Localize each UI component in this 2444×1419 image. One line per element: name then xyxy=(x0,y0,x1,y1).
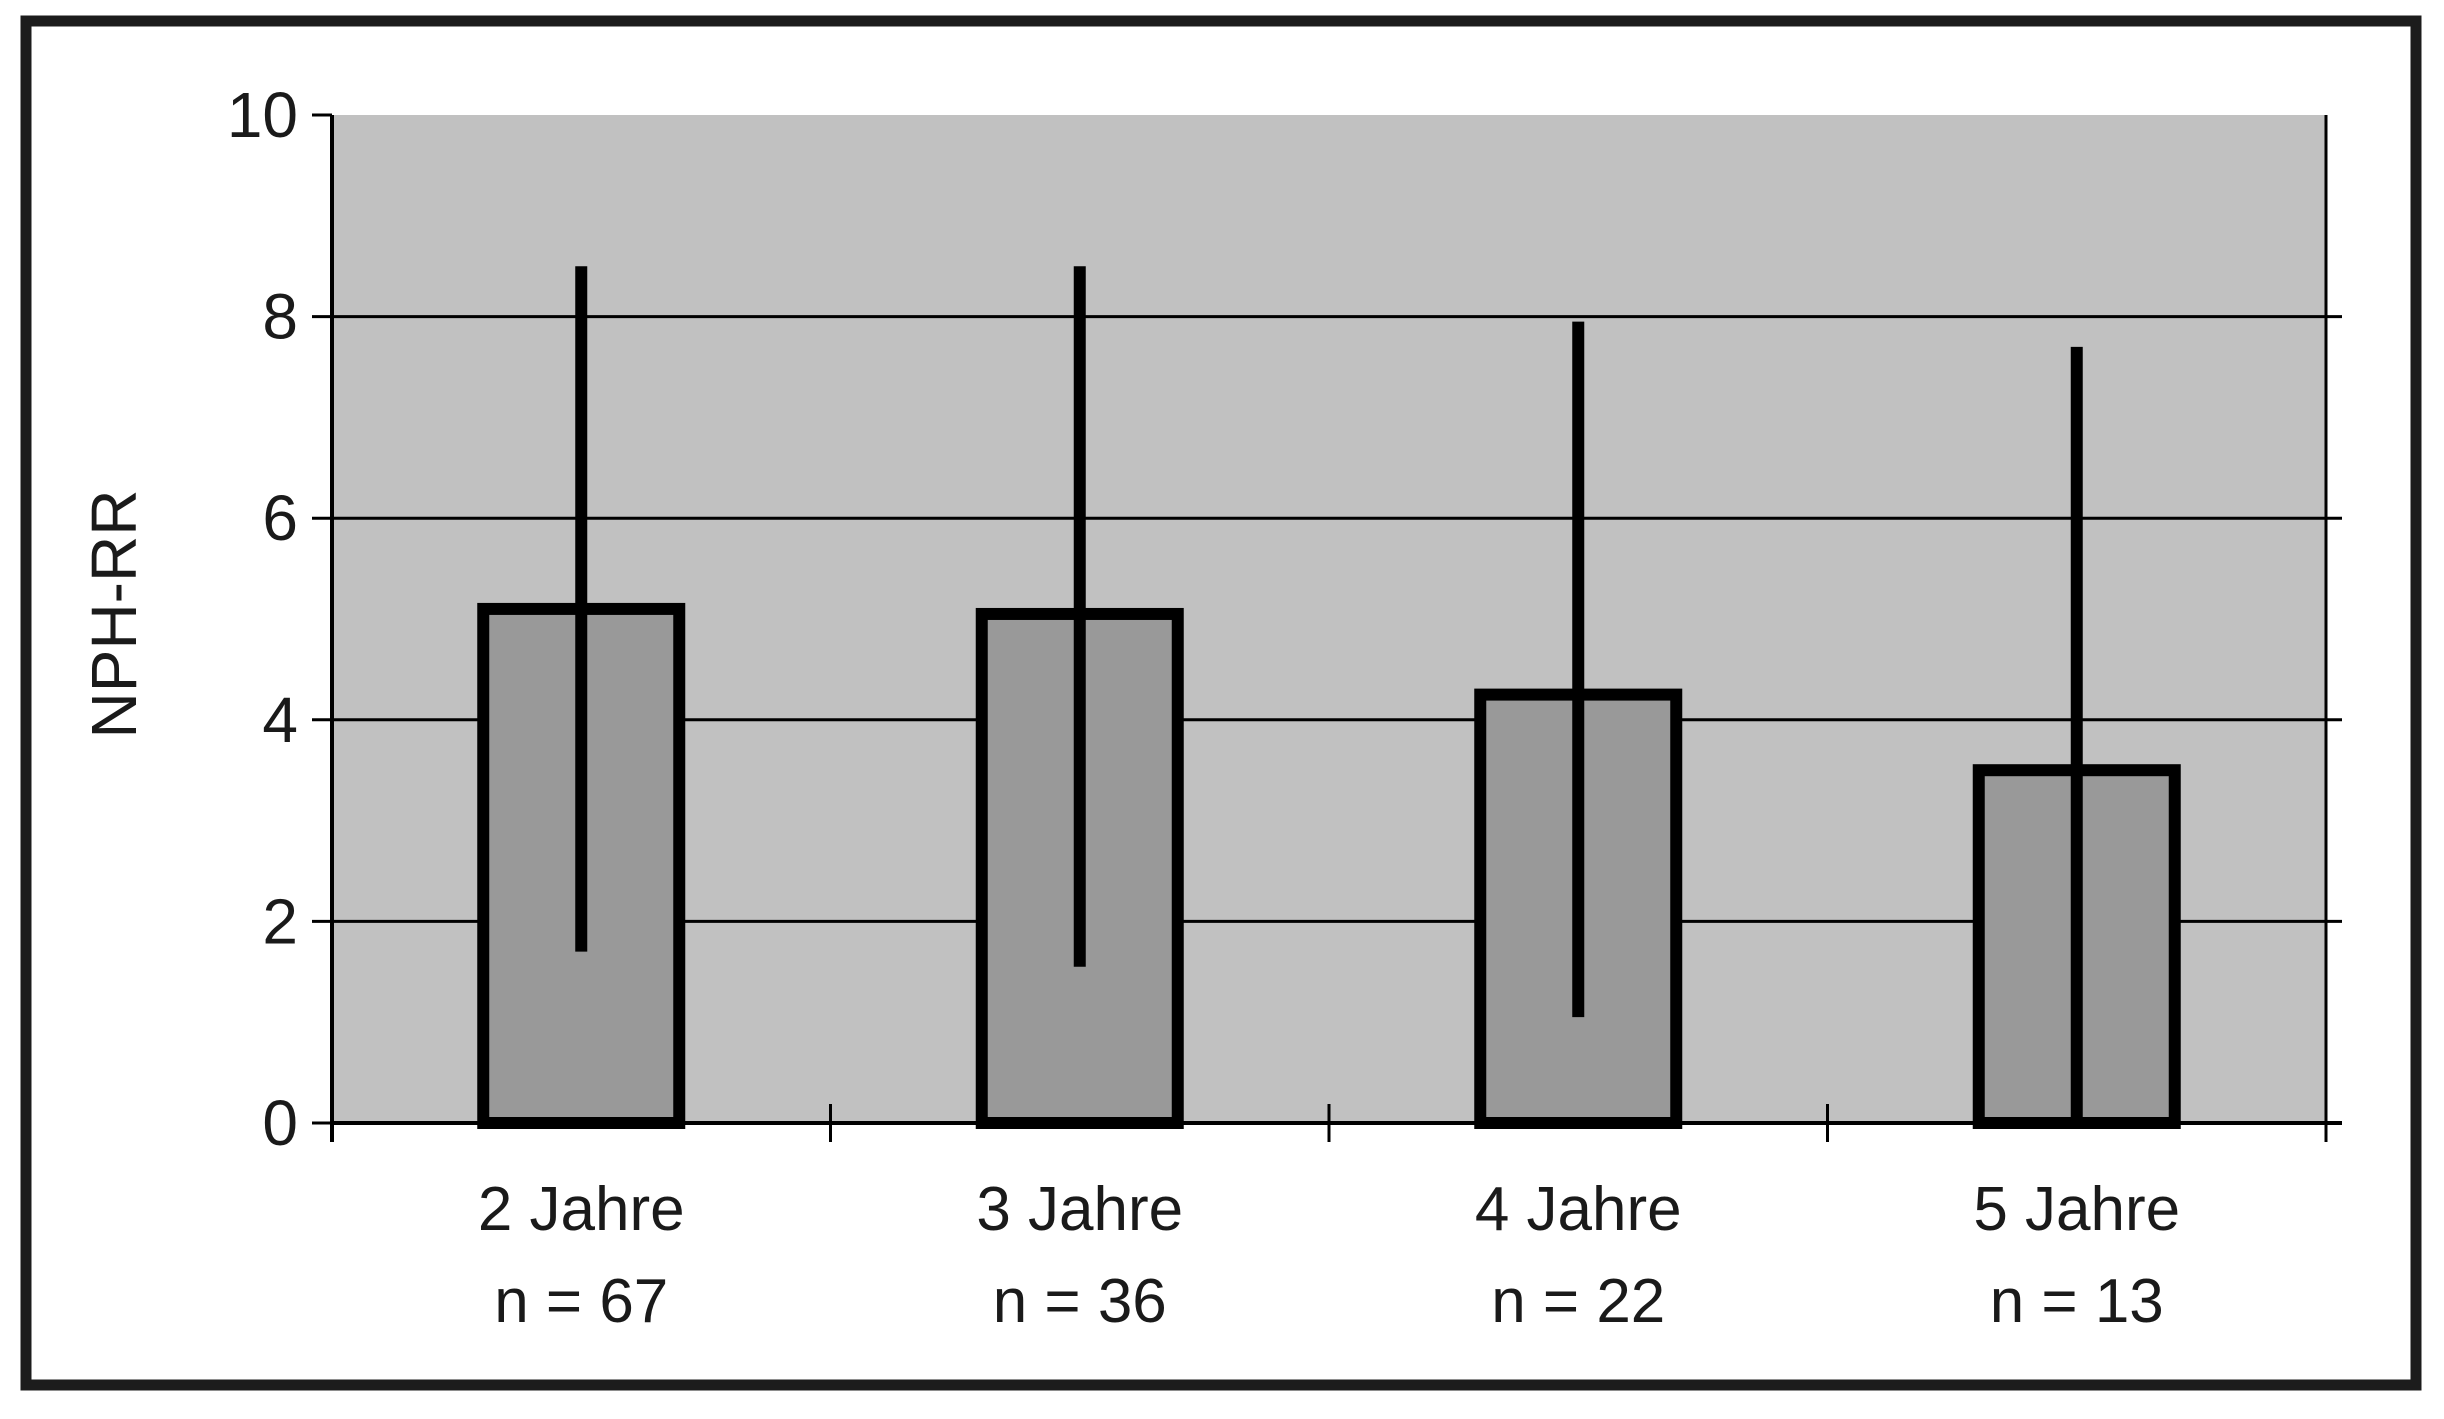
y-tick-label: 8 xyxy=(262,281,298,353)
category-label: 3 Jahre xyxy=(976,1175,1183,1244)
outer-frame xyxy=(20,15,2422,1391)
category-n-label: n = 36 xyxy=(993,1267,1167,1336)
error-bars xyxy=(575,266,2083,1123)
figure-border xyxy=(20,15,2422,1391)
axis-labels: NPH-RR 2 Jahre n = 67 3 Jahre n = 36 4 Jahre… xyxy=(78,79,2180,1336)
y-tick-label: 2 xyxy=(262,885,298,957)
category-label: 5 Jahre xyxy=(1973,1175,2180,1244)
category-label: 4 Jahre xyxy=(1475,1175,1682,1244)
y-tick-label: 4 xyxy=(262,684,298,756)
category-label: 2 Jahre xyxy=(478,1175,685,1244)
y-tick-label: 6 xyxy=(262,482,298,554)
axes xyxy=(330,115,2342,1142)
category-n-label: n = 22 xyxy=(1491,1267,1665,1336)
y-axis-title: NPH-RR xyxy=(78,490,150,739)
category-n-label: n = 67 xyxy=(494,1267,668,1336)
category-n-label: n = 13 xyxy=(1990,1267,2164,1336)
tick-marks xyxy=(312,113,1829,1142)
y-tick-label: 10 xyxy=(227,79,298,151)
y-tick-label: 0 xyxy=(262,1087,298,1159)
